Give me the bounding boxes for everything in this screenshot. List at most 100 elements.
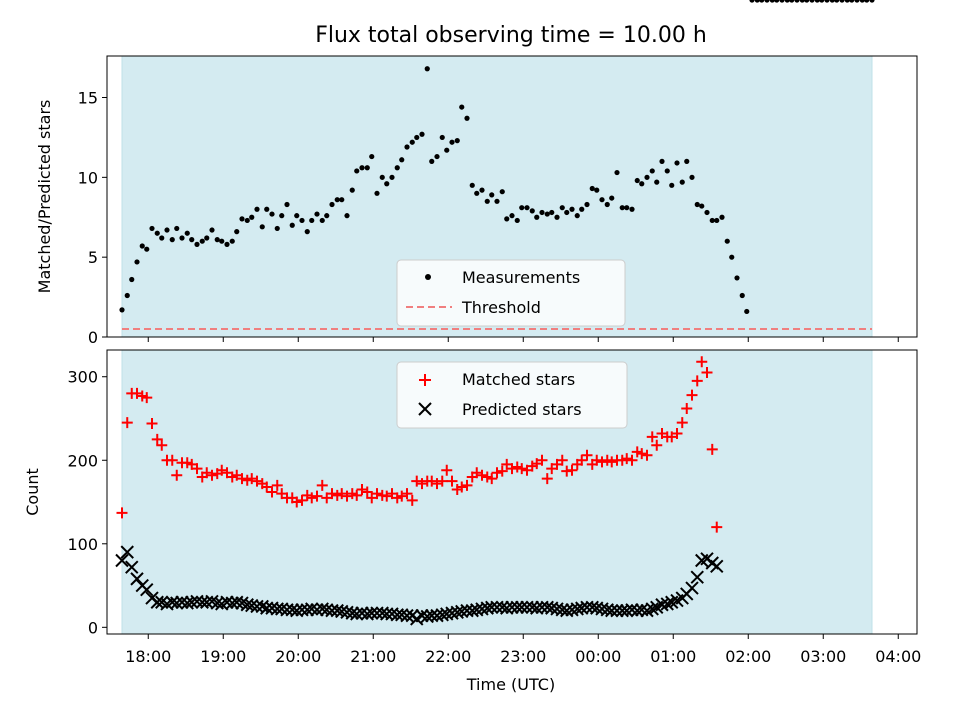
bottom-marks [115,356,724,626]
measurement-point [419,131,425,137]
top-marks [119,0,875,331]
measurement-point [729,254,735,260]
predicted-point [530,601,544,615]
measurement-point [604,201,610,208]
measurement-point [624,205,630,211]
predicted-point [660,597,674,611]
matched-point [441,464,453,476]
measurement-point [184,230,190,236]
measurement-point [409,139,415,145]
matched-point [371,488,383,500]
measurement-point [144,246,150,252]
predicted-point [175,595,189,609]
measurement-point [269,211,275,217]
matched-point [146,418,158,430]
measurement-point [749,0,755,3]
predicted-point [130,572,144,586]
chart-title: Flux total observing time = 10.00 h [315,23,707,48]
measurement-point [504,216,510,222]
matched-point [291,496,303,508]
x-tick-label: 04:00 [875,647,921,666]
predicted-point [185,595,199,609]
measurement-point [229,238,235,244]
matched-point [576,454,588,466]
measurement-point [169,237,175,243]
matched-point [621,453,633,465]
measurement-point [194,241,200,247]
matched-point [131,387,143,399]
measurement-point [429,158,435,164]
matched-point [431,478,443,490]
measurement-point [839,0,845,3]
matched-point [596,456,608,468]
measurement-point [234,229,240,235]
predicted-point [365,606,379,620]
predicted-point [115,553,129,568]
bottom-y-tick-label: 300 [67,368,98,387]
measurement-point [499,189,505,195]
matched-point [151,433,163,445]
matched-point [651,439,663,451]
x-tick-label: 20:00 [275,647,321,666]
measurement-point [779,0,785,3]
bottom-y-label: Count [23,468,42,516]
x-tick-label: 21:00 [350,647,396,666]
predicted-point [525,600,539,614]
measurement-point [864,0,870,3]
measurement-point [669,182,675,188]
matched-point [306,492,318,504]
matched-point [116,507,128,519]
measurement-point [769,0,775,3]
measurement-point [629,206,635,212]
matched-point [636,448,648,460]
measurement-point [744,308,750,315]
x-tick-label: 02:00 [725,647,771,666]
predicted-point [620,603,634,618]
measurement-point [414,134,420,141]
measurement-point [714,217,720,224]
matched-point [246,473,258,485]
predicted-point [630,603,644,618]
measurement-point [129,276,135,283]
measurement-point [259,224,265,230]
matched-point [516,463,528,475]
bottom-y-tick-label: 200 [67,451,98,470]
measurement-point [734,275,740,281]
matched-point [156,439,168,451]
measurement-point [869,0,875,3]
measurement-point [544,211,550,217]
measurement-point [514,217,520,224]
predicted-point [710,559,724,574]
matched-point [486,473,498,485]
measurement-point [264,206,270,212]
matched-point [191,463,203,475]
measurement-point [209,227,215,233]
measurement-point [764,0,770,3]
matched-point [216,464,228,476]
measurement-point [439,134,445,141]
matched-point [471,467,483,479]
measurement-point [609,195,615,201]
matched-point [201,467,213,479]
predicted-point [320,603,334,617]
measurement-point [664,168,670,174]
predicted-point [560,603,574,618]
predicted-point [635,603,649,617]
predicted-point [220,595,234,609]
matched-point [326,488,338,500]
matched-point [416,478,428,490]
matched-point [536,454,548,466]
matched-point [706,443,718,455]
measurement-point [614,169,620,176]
measurement-point [529,208,535,214]
predicted-point [515,600,529,614]
measurement-point [204,235,210,241]
matched-point [341,490,353,502]
matched-point [686,389,698,401]
x-tick-label: 01:00 [650,647,696,666]
matched-point [711,521,723,533]
measurement-point [389,174,395,180]
bottom-legend: Matched stars Predicted stars [396,361,628,429]
measurement-point [219,238,225,244]
matched-point [446,475,458,487]
